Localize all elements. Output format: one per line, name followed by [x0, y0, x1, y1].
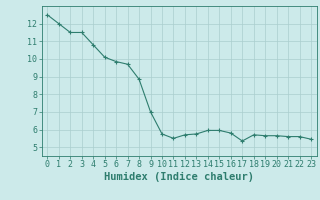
X-axis label: Humidex (Indice chaleur): Humidex (Indice chaleur)	[104, 172, 254, 182]
